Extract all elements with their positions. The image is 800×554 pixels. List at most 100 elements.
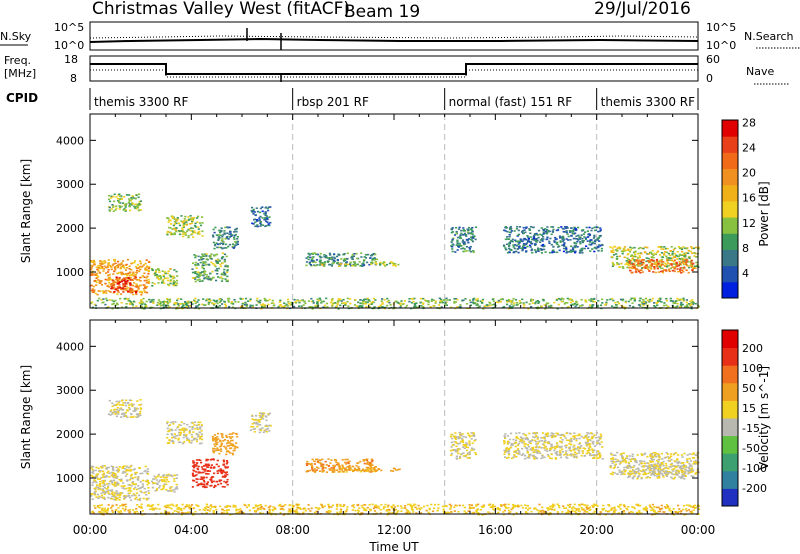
echo-cell [470,449,473,451]
echo-cell [565,249,568,251]
echo-cell [202,261,205,263]
echo-cell [340,300,343,302]
echo-cell [109,291,112,293]
echo-cell [530,306,533,308]
echo-cell [352,255,355,257]
echo-cell [422,302,425,304]
echo-cell [252,208,255,211]
echo-cell [114,278,118,281]
echo-cell [267,209,270,212]
echo-cell [586,443,589,446]
echo-cell [684,305,687,308]
echo-cell [356,263,359,266]
echo-cell [207,458,210,461]
echo-cell [120,205,123,208]
echo-cell [583,455,586,457]
echo-cell [214,226,217,229]
echo-cell [109,489,112,492]
echo-cell [524,238,527,240]
echo-cell [191,486,194,488]
echo-cell [169,421,173,424]
echo-cell [683,255,686,257]
echo-cell [664,262,667,265]
echo-cell [152,300,155,303]
echo-cell [207,303,210,306]
echo-cell [640,252,643,255]
echo-cell [208,300,211,302]
echo-cell [180,220,183,223]
echo-cell [115,476,118,478]
echo-cell [220,472,224,475]
nsky-tick-high: 10^5 [54,21,84,34]
echo-cell [550,243,553,246]
echo-cell [157,473,160,476]
echo-cell [115,403,119,406]
echo-cell [178,233,182,236]
echo-cell [566,233,569,235]
echo-cell [263,218,266,221]
echo-cell [615,258,619,260]
echo-cell [568,443,571,445]
echo-cell [107,470,110,473]
echo-cell [523,433,526,436]
echo-cell [139,407,142,409]
echo-cell [319,299,322,301]
echo-cell [558,454,562,456]
echo-cell [575,304,578,306]
echo-cell [453,449,456,451]
echo-cell [118,478,121,481]
echo-cell [221,435,224,437]
echo-cell [225,255,228,258]
echo-cell [121,260,125,262]
echo-cell [161,282,164,284]
echo-cell [552,250,555,253]
echo-cell [577,239,580,241]
echo-cell [168,430,171,432]
echo-cell [491,304,494,306]
cpid-segment-0: themis 3300 RF [94,95,188,109]
freq-label: Freq. [4,54,31,67]
echo-cell [261,305,264,308]
echo-cell [347,462,350,464]
echo-cell [99,480,102,483]
echo-cell [214,442,218,445]
echo-cell [252,223,255,225]
echo-cell [516,240,519,243]
echo-cell [126,279,129,282]
echo-cell [151,285,154,287]
echo-cell [282,306,286,308]
echo-cell [623,248,626,250]
echo-cell [193,466,196,469]
echo-cell [611,297,614,300]
echo-cell [181,442,185,445]
echo-cell [97,279,100,281]
echo-cell [185,302,188,304]
echo-cell [109,278,112,280]
echo-cell [90,474,93,477]
echo-cell [124,269,127,271]
echo-cell [162,274,165,276]
echo-cell [145,279,148,282]
echo-cell [661,258,664,261]
echo-cell [544,228,547,230]
echo-cell [510,240,513,242]
echo-cell [140,300,143,302]
echo-cell [196,467,199,470]
echo-cell [134,203,137,206]
echo-cell [593,449,596,452]
echo-cell [431,298,434,301]
echo-cell [154,271,158,273]
echo-cell [135,492,139,494]
echo-cell [113,492,116,494]
echo-cell [170,486,173,488]
echo-cell [672,306,675,308]
echo-cell [147,270,150,273]
echo-cell [381,302,384,304]
echo-cell [182,429,185,431]
echo-cell [185,224,188,226]
echo-cell [586,240,589,242]
echo-cell [528,228,531,230]
echo-cell [192,469,195,472]
echo-cell [365,459,368,462]
echo-cell [218,229,221,232]
